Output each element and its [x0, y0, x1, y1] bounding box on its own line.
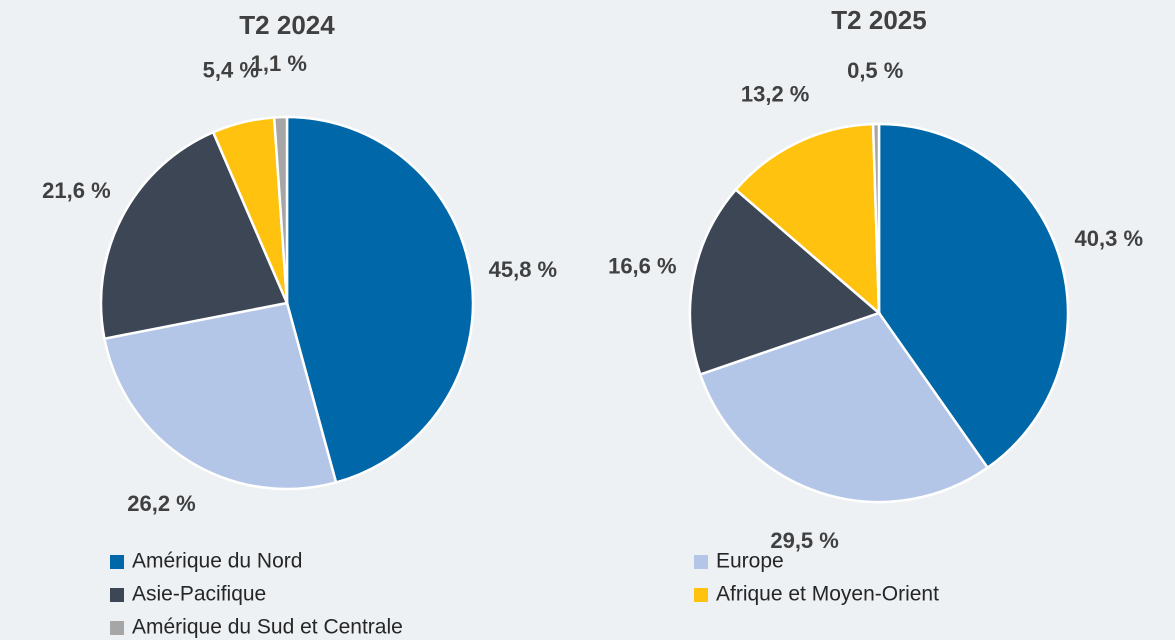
- data-label: 0,5 %: [847, 58, 903, 83]
- pie-slice: [734, 122, 881, 316]
- data-label: 5,4 %: [203, 58, 259, 83]
- legend-swatch: [110, 621, 124, 635]
- pie-slice: [698, 311, 990, 504]
- legend-label: Asie-Pacifique: [132, 583, 266, 606]
- pie-slice: [285, 115, 475, 484]
- legend-swatch: [694, 555, 708, 569]
- data-label: 1,1 %: [251, 51, 307, 76]
- data-label: 26,2 %: [127, 491, 196, 516]
- legend-label: Europe: [716, 550, 784, 573]
- legend-label: Amérique du Sud et Centrale: [132, 616, 403, 639]
- data-label: 13,2 %: [741, 81, 810, 106]
- pie-slice: [871, 122, 881, 314]
- legend-label: Afrique et Moyen-Orient: [716, 583, 939, 606]
- legend-swatch: [110, 555, 124, 569]
- chart-title: T2 2025: [831, 5, 926, 35]
- pie-slice: [272, 115, 289, 304]
- pie-slice: [102, 301, 338, 491]
- pie-slice: [877, 122, 1070, 470]
- data-label: 16,6 %: [608, 253, 677, 278]
- pie-slice: [99, 130, 289, 341]
- data-label: 40,3 %: [1075, 226, 1144, 251]
- data-label: 45,8 %: [489, 257, 558, 282]
- chart-title: T2 2024: [239, 10, 335, 40]
- data-label: 21,6 %: [42, 178, 111, 203]
- pie-slice: [688, 187, 882, 377]
- legend-swatch: [110, 588, 124, 602]
- legend-label: Amérique du Nord: [132, 550, 302, 573]
- data-label: 29,5 %: [770, 528, 839, 553]
- legend-swatch: [694, 588, 708, 602]
